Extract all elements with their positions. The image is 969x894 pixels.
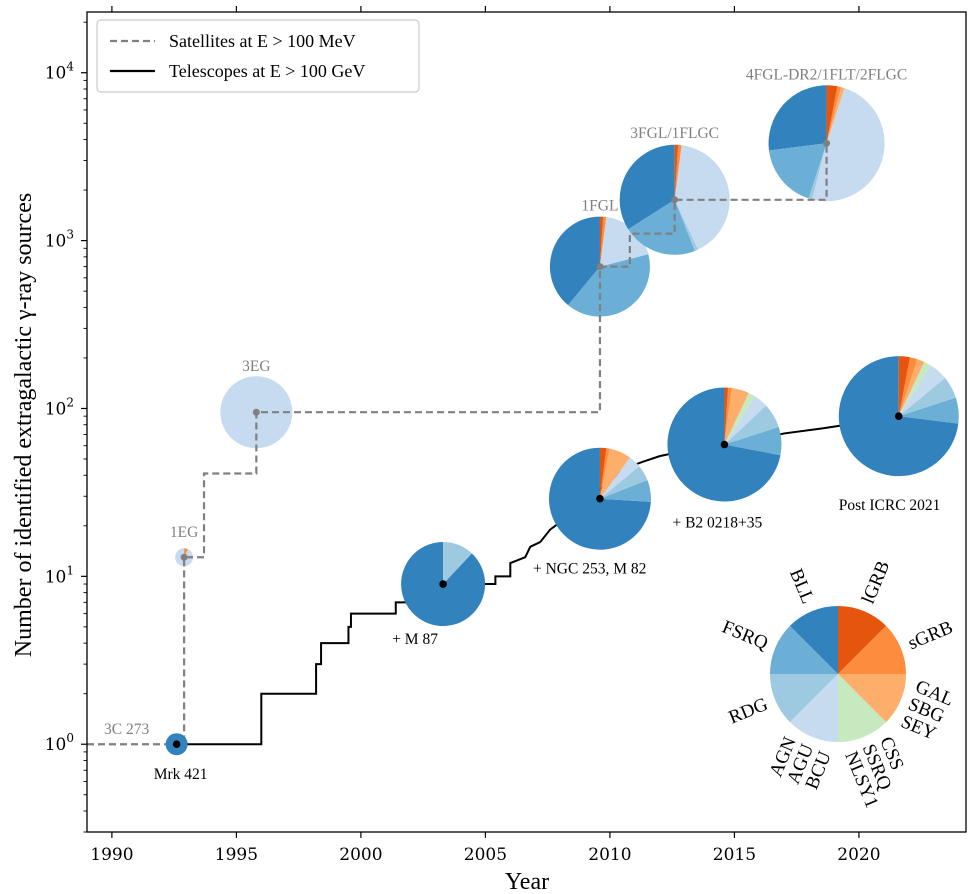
pie-3fgl-1flgc-slice-lgrb [674, 144, 679, 200]
catalog-label-3eg: 3EG [242, 358, 270, 375]
milestone-point-mrk-421 [172, 740, 181, 749]
key-slice-gal-sbg-sey [838, 674, 906, 723]
pie-post-icrc-2021-slice-lgrb [898, 356, 911, 417]
annotations-layer: 3C 273 1EG 3EG 1FGL 3FGL/1FLGC 4FGL-DR2/1FLT/… [104, 66, 940, 783]
pie-post-icrc-2021-slice-gal [898, 359, 925, 417]
key-slice-fsrq [770, 625, 838, 674]
key-slice-lgrb [838, 606, 887, 674]
y-tick-label-4: 104 [45, 60, 75, 84]
pie-1fgl-slice-lgrb [599, 216, 604, 267]
key-slice-sgrb [838, 625, 906, 674]
catalog-point-4fgl-dr2-1flt-2flgc [823, 139, 831, 147]
y-tick-label-3: 103 [45, 228, 74, 252]
y-axis-title: Number of identified extragalactic γ-ray… [11, 193, 37, 657]
key-slice-bll [789, 606, 838, 674]
pie-1fgl-slice-agn [599, 217, 649, 267]
pie-4fgl-dr2-1flt-2flgc-slice-lgrb [826, 85, 838, 144]
pie-ngc-253-m-82-slice-sgrb [599, 448, 610, 499]
category-key-pie: lGRBsGRBGALSBGSEYCSSSSRQNLSY1AGNAGUBCURD… [719, 558, 957, 811]
milestone-point-b2-0218-35 [720, 440, 729, 449]
axes-layer: 1990 1995 2000 2005 2010 2015 2020 100 101 102 103… [45, 6, 967, 865]
pie-ngc-253-m-82-slice-agn [599, 457, 640, 499]
pie-3fgl-1flgc-slice-fsrq [628, 199, 695, 255]
pie-b2-0218-35-slice-css [724, 392, 755, 445]
milestone-label-b2-0218-35: + B2 0218+35 [672, 515, 762, 532]
pie-4fgl-dr2-1flt-2flgc-slice-fsrq [769, 143, 827, 199]
catalog-label-1fgl: 1FGL [581, 198, 618, 215]
pie-post-icrc-2021-slice-sgrb [898, 357, 918, 417]
x-tick-label-2000: 2000 [339, 845, 382, 865]
series-line-satellites [87, 143, 828, 746]
catalog-label-3c-273: 3C 273 [104, 721, 149, 738]
pie-b2-0218-35-slice-agn [724, 396, 767, 445]
catalog-point-1eg [180, 553, 188, 561]
key-slice-css-ssrq-nlsy1 [838, 674, 887, 742]
y-tick-label-0: 100 [45, 731, 74, 755]
x-tick-label-2020: 2020 [837, 845, 880, 865]
plot-frame [86, 11, 967, 833]
pie-ngc-253-m-82-slice-rdg [599, 466, 648, 499]
catalog-label-1eg: 1EG [170, 524, 198, 541]
milestone-label-post-icrc-2021: Post ICRC 2021 [839, 497, 941, 514]
x-tick-label-1995: 1995 [215, 845, 258, 865]
pie-b2-0218-35-slice-fsrq [724, 426, 782, 456]
catalog-pies-layer [175, 85, 885, 567]
milestone-label-m-87: + M 87 [392, 631, 438, 648]
catalog-point-1fgl [596, 263, 604, 271]
pie-post-icrc-2021-slice-css [898, 361, 931, 417]
key-slice-rdg [770, 674, 838, 723]
x-tick-label-2015: 2015 [713, 845, 756, 865]
milestone-point-post-icrc-2021 [894, 412, 903, 420]
catalog-label-3fgl-1flgc: 3FGL/1FLGC [630, 125, 719, 142]
catalog-point-3fgl-1flgc [671, 196, 679, 204]
milestone-point-ngc-253-m-82 [596, 494, 604, 503]
milestone-point-m-87 [439, 580, 447, 588]
y-tick-label-2: 102 [45, 395, 74, 419]
y-tick-label-1: 101 [45, 563, 74, 587]
catalog-label-4fgl-dr2-1flt-2flgc: 4FGL-DR2/1FLT/2FLGC [746, 66, 907, 83]
legend: Satellites at E > 100 MeV Telescopes at E… [96, 19, 420, 93]
key-slice-agn-agu-bcu [789, 674, 838, 742]
x-tick-label-1990: 1990 [90, 845, 133, 865]
pie-3fgl-1flgc-slice-rdg [674, 199, 699, 251]
points-layer [172, 139, 903, 749]
pie-3fgl-1flgc-slice-sgrb [674, 144, 682, 200]
pie-4fgl-dr2-1flt-2flgc-slice-sgrb [826, 86, 841, 144]
pie-ngc-253-m-82-slice-fsrq [599, 479, 651, 502]
pie-1fgl-slice-sgrb [599, 216, 607, 267]
x-tick-label-2005: 2005 [464, 845, 507, 865]
pie-3fgl-1flgc-slice-agn [674, 145, 730, 250]
catalog-point-3eg [252, 408, 260, 416]
pie-m-87-slice-rdg [443, 542, 472, 585]
pie-post-icrc-2021-slice-fsrq [898, 397, 959, 424]
pie-b2-0218-35-slice-rdg [724, 405, 779, 445]
pie-post-icrc-2021-slice-rdg [898, 377, 956, 417]
legend-label-telescopes: Telescopes at E > 100 GeV [169, 61, 365, 81]
pie-ngc-253-m-82-slice-lgrb [599, 447, 607, 499]
pie-3fgl-1flgc-slice-bll [619, 144, 675, 230]
pie-b2-0218-35-slice-sgrb [724, 387, 732, 445]
pie-b2-0218-35-slice-lgrb [724, 387, 729, 445]
pie-b2-0218-35-slice-gal [724, 387, 749, 445]
x-tick-label-2010: 2010 [588, 845, 631, 865]
pie-4fgl-dr2-1flt-2flgc-slice-bll [768, 85, 827, 151]
pie-4fgl-dr2-1flt-2flgc-slice-rdg [808, 143, 827, 200]
pie-post-icrc-2021-slice-agn [898, 365, 945, 417]
legend-label-satellites: Satellites at E > 100 MeV [169, 31, 356, 51]
pie-ngc-253-m-82-slice-gal [599, 448, 630, 499]
pie-1fgl-slice-fsrq [568, 254, 650, 317]
milestone-label-mrk-421: Mrk 421 [154, 766, 208, 783]
legend-box [96, 19, 420, 93]
x-axis-title: Year [505, 869, 549, 894]
milestone-label-ngc-253-m-82: + NGC 253, M 82 [533, 561, 646, 578]
pie-4fgl-dr2-1flt-2flgc-slice-agn [812, 88, 885, 202]
pie-4fgl-dr2-1flt-2flgc-slice-gal [826, 87, 845, 144]
pie-1fgl-slice-bll [549, 216, 600, 306]
